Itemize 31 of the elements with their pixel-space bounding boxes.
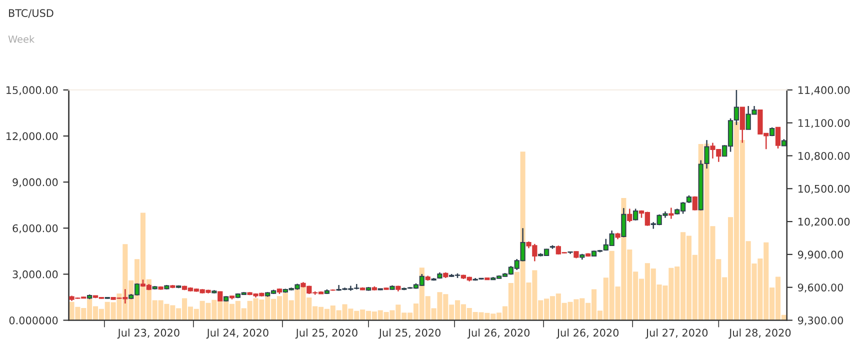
x-tick-label: Jul 24, 2020 xyxy=(206,328,268,339)
y-tick-label: 3,000.00 xyxy=(12,270,58,280)
x-tick-label: Jul 28, 2020 xyxy=(728,328,791,339)
candlestick xyxy=(668,207,674,220)
x-tick-label: Jul 27, 2020 xyxy=(645,328,708,339)
chart-title: BTC/USD xyxy=(9,9,54,18)
y2-tick-label: 11,100.00 xyxy=(798,119,850,128)
candlestick xyxy=(633,208,638,222)
y2-tick-label: 9,900.00 xyxy=(798,250,844,260)
y2-tick-label: 9,600.00 xyxy=(798,284,844,293)
candlestick xyxy=(627,208,632,223)
chart-subtitle: Week xyxy=(8,35,35,43)
x-tick-label: Jul 23, 2020 xyxy=(117,328,180,339)
x-tick-label: Jul 26, 2020 xyxy=(467,328,530,339)
x-tick-label: Jul 25, 2020 xyxy=(378,328,440,339)
y-tick-label: 0.000000 xyxy=(9,316,58,324)
x-tick-label: Jul 25, 2020 xyxy=(295,328,358,339)
candlestick xyxy=(692,196,698,211)
y2-tick-label: 10,800.00 xyxy=(798,152,850,161)
y2-tick-label: 9,300.00 xyxy=(798,316,844,326)
x-tick-label: Jul 26, 2020 xyxy=(556,328,619,339)
y-tick-label: 9,000.00 xyxy=(12,178,58,188)
candlestick xyxy=(775,126,781,150)
y-tick-label: 12,000.00 xyxy=(6,132,58,142)
y2-tick-label: 10,200.00 xyxy=(798,218,850,227)
y2-tick-label: 10,500.00 xyxy=(798,184,850,194)
candlestick xyxy=(740,106,745,144)
y-tick-label: 6,000.00 xyxy=(12,224,58,234)
y-tick-label: 15,000.00 xyxy=(6,86,58,96)
candlestick xyxy=(621,207,626,238)
y2-tick-label: 11,400.00 xyxy=(798,86,850,96)
